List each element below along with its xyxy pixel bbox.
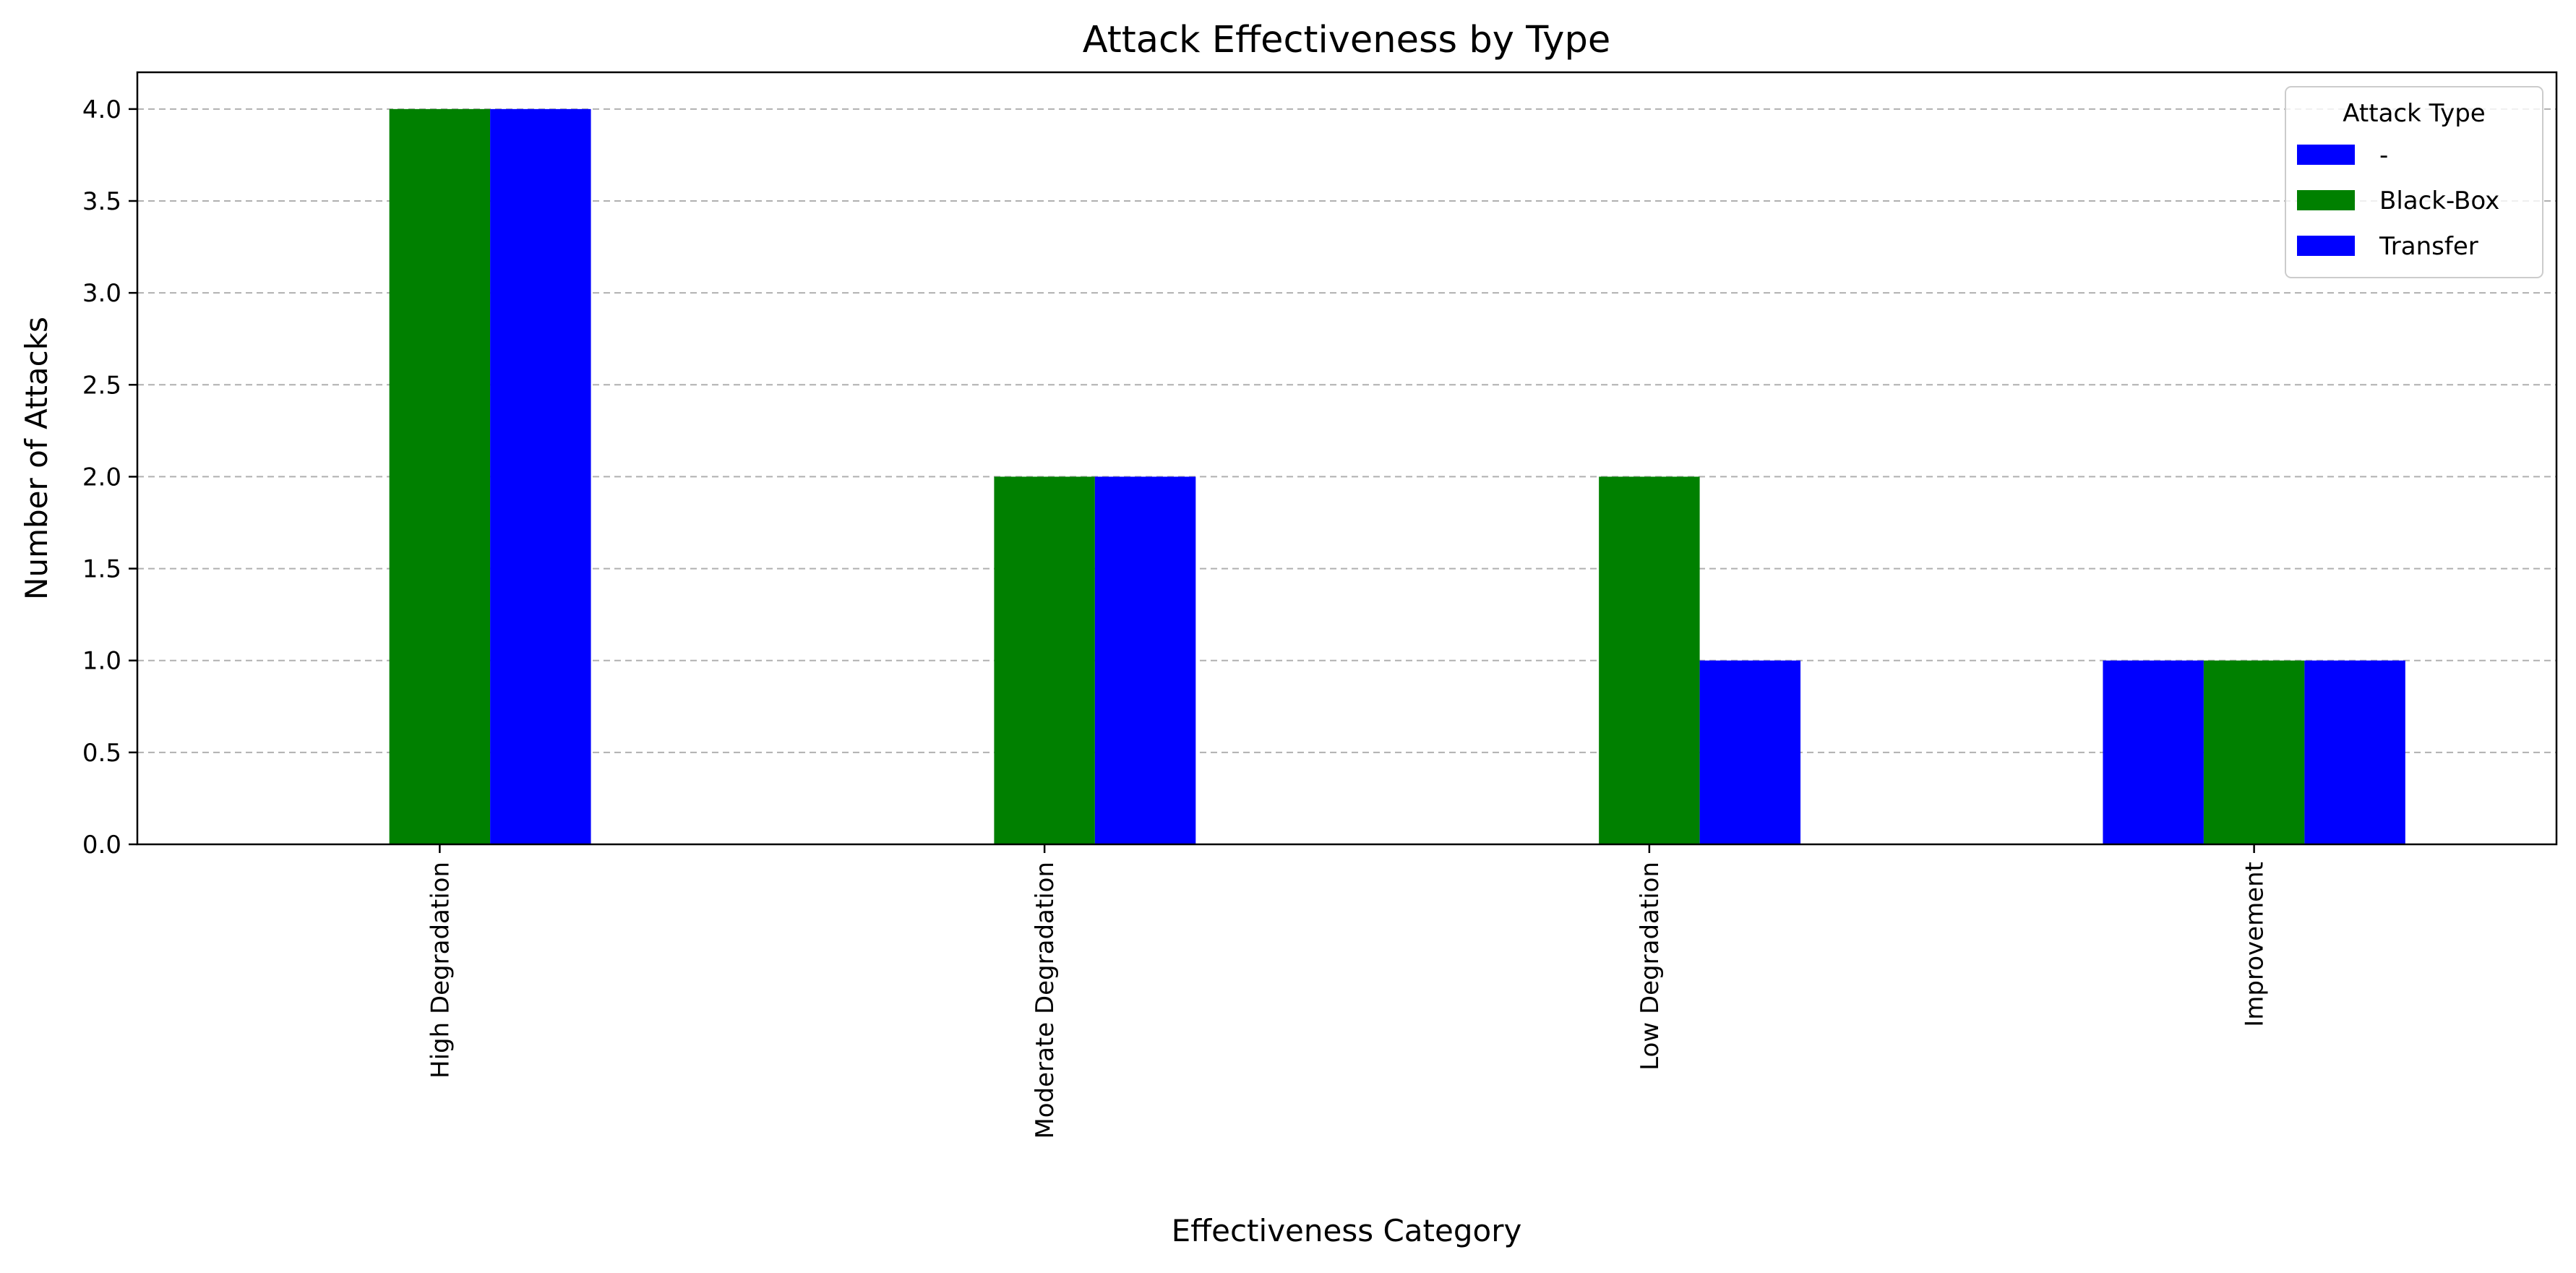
bar	[1699, 660, 1801, 844]
y-tick-label: 3.0	[82, 279, 121, 308]
legend-label: -	[2379, 141, 2388, 170]
series-3	[490, 108, 2405, 844]
y-tick-label: 4.0	[82, 95, 121, 124]
y-tick-label: 2.5	[82, 371, 121, 400]
x-axis-label: Effectiveness Category	[1172, 1213, 1522, 1248]
legend-swatch	[2297, 190, 2355, 210]
legend-items: - Black-Box Transfer	[2297, 141, 2499, 261]
bars	[389, 108, 2405, 844]
legend-frame	[2285, 86, 2543, 278]
legend-item: Black-Box	[2297, 187, 2499, 215]
legend-item: -	[2297, 141, 2388, 170]
bar	[994, 476, 1095, 844]
legend-item: Transfer	[2297, 232, 2478, 261]
bar	[389, 108, 491, 844]
y-axis-label: Number of Attacks	[19, 317, 54, 600]
y-tick-label: 1.5	[82, 555, 121, 584]
legend-label: Transfer	[2379, 232, 2478, 261]
bar	[1094, 476, 1196, 844]
bar	[490, 108, 591, 844]
plot-frame	[136, 71, 2558, 846]
y-tick-label: 1.0	[82, 647, 121, 676]
x-tick-label: High Degradation	[426, 862, 455, 1079]
y-axis: 0.0 0.5 1.0 1.5 2.0 2.5 3.0 3.5 4.0	[82, 95, 137, 860]
y-tick-label: 2.0	[82, 463, 121, 492]
x-tick-label: Improvement	[2241, 862, 2270, 1027]
x-tick-label: Moderate Degradation	[1031, 862, 1060, 1139]
x-tick-label: Low Degradation	[1636, 862, 1665, 1071]
legend-label: Black-Box	[2379, 187, 2499, 215]
legend-swatch	[2297, 236, 2355, 256]
x-axis: High Degradation Moderate Degradation Low …	[426, 844, 2270, 1139]
y-tick-label: 0.0	[82, 831, 121, 860]
chart-title: Attack Effectiveness by Type	[1083, 19, 1611, 61]
legend-swatch	[2297, 145, 2355, 165]
bar	[1599, 476, 1700, 844]
legend: Attack Type - Black-Box Transfer	[2285, 86, 2543, 278]
series-2	[389, 108, 2305, 844]
bar	[2103, 660, 2204, 844]
series-1	[2103, 660, 2204, 844]
bar	[2304, 660, 2405, 844]
legend-title: Attack Type	[2343, 99, 2485, 128]
bar	[2203, 660, 2305, 844]
y-tick-label: 3.5	[82, 187, 121, 216]
y-tick-label: 0.5	[82, 739, 121, 768]
